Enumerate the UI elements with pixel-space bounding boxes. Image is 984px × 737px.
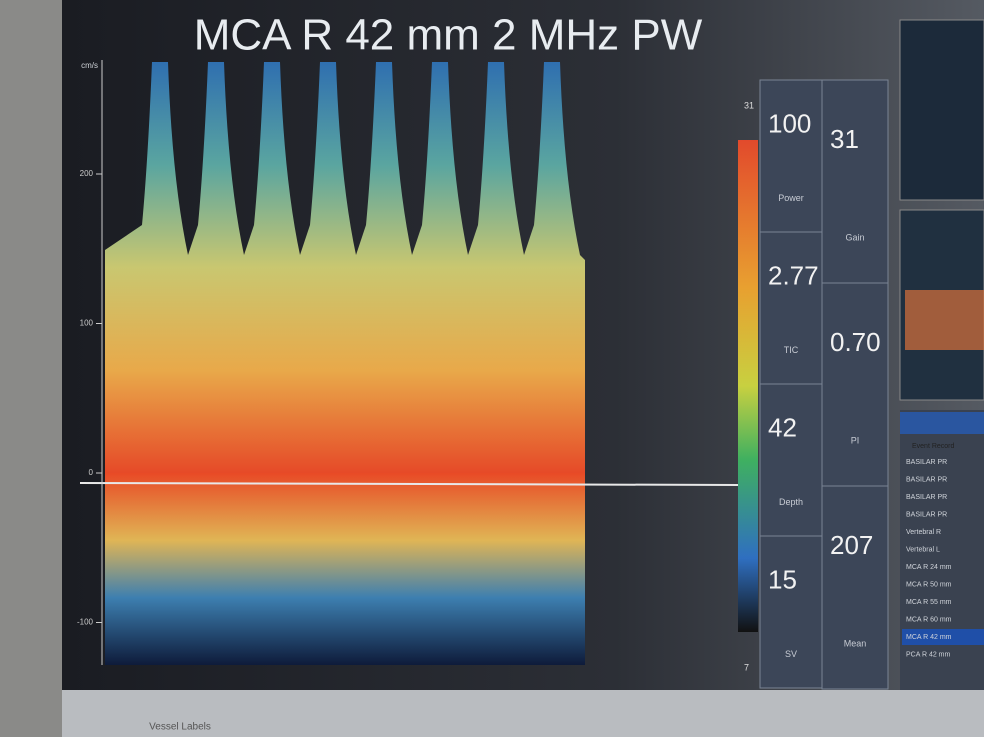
y-tick-label: -100 xyxy=(77,618,94,627)
param-cell xyxy=(760,232,822,384)
list-item[interactable]: PCA R 42 mm xyxy=(906,651,951,658)
list-item[interactable]: MCA R 42 mm xyxy=(906,634,952,641)
list-item[interactable]: MCA R 60 mm xyxy=(906,616,952,623)
param-cell xyxy=(760,536,822,688)
parameter-panel: 100 Power 2.77 TIC 42 Depth 15 SV 31 Gain 0.70 PI 20… xyxy=(760,80,888,689)
event-list: Event Record BASILAR PR BASILAR PR BASILAR … xyxy=(900,410,984,690)
list-item[interactable]: Vertebral R xyxy=(906,529,941,536)
param-label: Power xyxy=(778,193,804,203)
thumbnail-band xyxy=(905,290,984,350)
unit: cm/s xyxy=(81,61,98,70)
list-item[interactable]: MCA R 24 mm xyxy=(906,564,952,571)
param-value: 15 xyxy=(768,564,797,594)
list-item[interactable]: MCA R 50 mm xyxy=(906,581,952,588)
color-bar-bottom: 7 xyxy=(744,662,749,672)
y-tick-label: 200 xyxy=(80,169,94,178)
param-cell xyxy=(822,80,888,283)
list-item[interactable]: BASILAR PR xyxy=(906,459,947,466)
y-tick-label: 0 xyxy=(89,468,94,477)
param-value: 0.70 xyxy=(830,327,881,357)
list-item[interactable]: BASILAR PR xyxy=(906,511,947,518)
color-bar xyxy=(738,140,758,632)
tab[interactable]: Vessel Labels xyxy=(149,722,211,733)
bezel xyxy=(0,0,62,737)
spectrum-lower xyxy=(105,473,585,665)
param-label: TIC xyxy=(784,345,799,355)
title: MCA R 42 mm 2 MHz PW xyxy=(194,11,703,60)
param-label: Mean xyxy=(844,639,867,649)
param-label: Gain xyxy=(845,233,864,243)
thumbnail xyxy=(900,20,984,200)
param-value: 42 xyxy=(768,412,797,442)
param-label: SV xyxy=(785,649,797,659)
list-item[interactable]: MCA R 55 mm xyxy=(906,599,952,606)
param-cell xyxy=(822,486,888,689)
list-item[interactable]: BASILAR PR xyxy=(906,476,947,483)
param-value: 2.77 xyxy=(768,260,819,290)
y-tick-label: 100 xyxy=(80,319,94,328)
tabs: Vessel Labels xyxy=(149,722,211,733)
param-value: 207 xyxy=(830,530,873,560)
ultrasound-screen: MCA R 42 mm 2 MHz PW cm/s 200 100 0 -100 31… xyxy=(0,0,984,737)
list-header-bg xyxy=(900,412,984,434)
color-bar-top: 31 xyxy=(744,100,754,110)
param-value: 100 xyxy=(768,108,811,138)
param-cell xyxy=(760,384,822,536)
param-cell xyxy=(822,283,888,486)
list-item[interactable]: BASILAR PR xyxy=(906,494,947,501)
param-label: Depth xyxy=(779,497,803,507)
screen-photo: MCA R 42 mm 2 MHz PW cm/s 200 100 0 -100 31… xyxy=(0,0,984,737)
list-header: Event Record xyxy=(912,443,955,450)
param-label: PI xyxy=(851,436,860,446)
param-cell xyxy=(760,80,822,232)
param-value: 31 xyxy=(830,124,859,154)
list-item[interactable]: Vertebral L xyxy=(906,546,940,553)
